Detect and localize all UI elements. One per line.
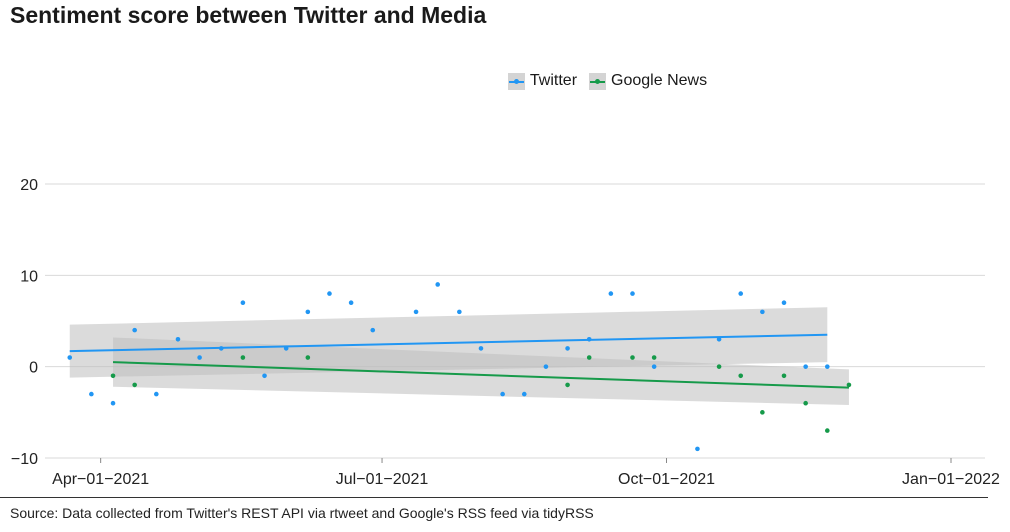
data-point-twitter bbox=[825, 364, 830, 369]
data-point-google-news bbox=[651, 355, 657, 360]
data-point-twitter bbox=[154, 391, 159, 397]
legend-key-google-news bbox=[589, 72, 607, 90]
data-point-google-news bbox=[781, 373, 787, 379]
data-point-google-news bbox=[132, 382, 137, 388]
y-tick-label: 0 bbox=[29, 360, 38, 377]
data-point-twitter bbox=[67, 355, 73, 360]
data-point-twitter bbox=[651, 364, 657, 369]
data-point-twitter bbox=[262, 373, 267, 379]
chart-title: Sentiment score between Twitter and Medi… bbox=[10, 2, 487, 28]
data-point-twitter bbox=[370, 327, 376, 333]
data-point-twitter bbox=[132, 327, 137, 333]
data-point-google-news bbox=[738, 373, 744, 379]
data-point-twitter bbox=[521, 391, 527, 397]
data-point-twitter bbox=[348, 300, 354, 306]
data-point-twitter bbox=[413, 309, 419, 315]
data-point-twitter bbox=[760, 309, 765, 315]
x-tick-label: Jan−01−2022 bbox=[902, 471, 1000, 488]
data-point-twitter bbox=[110, 400, 116, 406]
data-point-google-news bbox=[240, 355, 246, 360]
confidence-band-google-news bbox=[113, 337, 849, 406]
data-point-twitter bbox=[565, 346, 570, 351]
data-point-twitter bbox=[543, 364, 549, 369]
source-note: Source: Data collected from Twitter's RE… bbox=[10, 505, 594, 521]
data-point-twitter bbox=[716, 336, 722, 342]
legend-label-google-news: Google News bbox=[611, 72, 708, 89]
data-point-google-news bbox=[565, 382, 570, 388]
data-point-google-news bbox=[110, 373, 116, 379]
data-point-google-news bbox=[305, 355, 311, 360]
data-point-twitter bbox=[457, 309, 462, 315]
footer-rule bbox=[0, 497, 988, 498]
data-point-twitter bbox=[630, 291, 635, 296]
legend: Twitter Google News bbox=[0, 72, 1010, 90]
data-point-twitter bbox=[175, 336, 181, 342]
x-tick-label: Oct−01−2021 bbox=[618, 471, 715, 488]
trend-line-twitter bbox=[69, 333, 828, 353]
data-point-twitter bbox=[240, 300, 246, 306]
data-point-twitter bbox=[327, 291, 332, 296]
data-point-twitter bbox=[478, 346, 484, 351]
data-point-twitter bbox=[89, 391, 94, 397]
legend-key-twitter bbox=[507, 72, 525, 90]
data-point-google-news bbox=[586, 355, 592, 360]
x-tick-label: Jul−01−2021 bbox=[336, 471, 429, 488]
data-point-google-news bbox=[825, 428, 830, 433]
data-point-twitter bbox=[305, 309, 311, 315]
data-point-twitter bbox=[435, 282, 440, 287]
legend-label-twitter: Twitter bbox=[529, 72, 578, 89]
data-point-google-news bbox=[760, 410, 765, 415]
data-point-google-news bbox=[803, 400, 808, 406]
legend-item-google-news: Google News bbox=[589, 72, 707, 90]
legend-item-twitter: Twitter bbox=[507, 72, 578, 90]
data-point-twitter bbox=[803, 364, 808, 369]
data-point-google-news bbox=[716, 364, 722, 369]
data-point-twitter bbox=[500, 391, 505, 397]
data-point-twitter bbox=[695, 446, 700, 452]
data-point-google-news bbox=[630, 355, 635, 360]
data-point-twitter bbox=[738, 291, 744, 296]
data-point-twitter bbox=[781, 300, 787, 306]
data-point-twitter bbox=[608, 291, 614, 296]
trend-line-google-news bbox=[112, 361, 849, 389]
y-tick-label: 10 bbox=[20, 268, 38, 285]
data-point-twitter bbox=[197, 355, 202, 360]
x-tick-label: Apr−01−2021 bbox=[52, 471, 149, 488]
y-tick-label: 20 bbox=[20, 177, 38, 194]
plot-area: 20 10 0 −10 Apr−01−2021 Jul−01−2021 Oct−01−202… bbox=[11, 177, 1000, 488]
y-tick-label: −10 bbox=[11, 451, 38, 468]
data-point-google-news bbox=[846, 382, 852, 388]
